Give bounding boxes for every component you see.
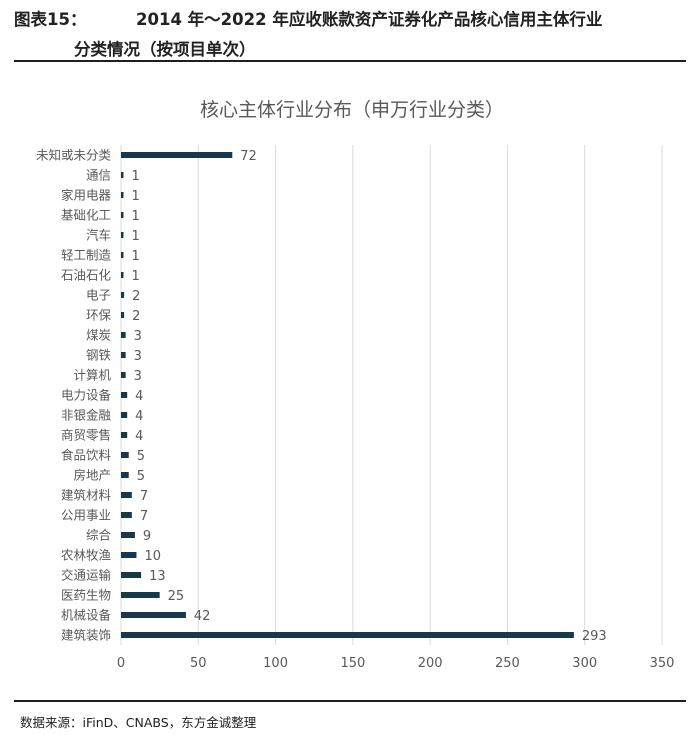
bar (121, 572, 142, 578)
bar (121, 512, 132, 518)
category-label: 非银金融 (61, 408, 112, 423)
category-label: 轻工制造 (61, 248, 112, 263)
bar (121, 592, 160, 598)
data-label: 1 (132, 169, 140, 184)
data-label: 4 (135, 409, 143, 424)
x-tick-label: 350 (650, 656, 675, 671)
category-label: 电子 (86, 288, 111, 303)
bar (121, 172, 124, 178)
bar (121, 532, 135, 538)
category-label: 未知或未分类 (36, 148, 112, 163)
data-label: 9 (143, 529, 151, 544)
bar (121, 252, 124, 258)
x-tick-label: 300 (572, 656, 597, 671)
bar (121, 432, 128, 438)
category-label: 建筑装饰 (61, 628, 111, 643)
bottom-rule (14, 700, 686, 702)
category-label: 机械设备 (61, 608, 112, 623)
data-label: 42 (194, 609, 211, 624)
top-rule (14, 60, 686, 62)
category-label: 建筑材料 (61, 488, 112, 503)
category-label: 商贸零售 (61, 428, 111, 443)
bar (121, 352, 126, 358)
bar (121, 312, 125, 318)
x-tick-labels: 0 50 100 150 200 250 300 350 (117, 656, 675, 671)
category-label: 通信 (86, 168, 111, 183)
category-label: 石油石化 (61, 268, 112, 283)
data-label: 293 (582, 629, 607, 644)
bar (121, 192, 124, 198)
category-label: 综合 (86, 528, 112, 543)
bar (121, 632, 574, 638)
data-label: 13 (149, 569, 166, 584)
bar (121, 472, 129, 478)
category-label: 公用事业 (61, 508, 111, 523)
category-label: 基础化工 (61, 208, 111, 223)
bar (121, 232, 124, 238)
bar (121, 452, 129, 458)
bar (121, 372, 126, 378)
x-tick-label: 150 (340, 656, 365, 671)
bar (121, 332, 126, 338)
data-label: 2 (132, 309, 140, 324)
data-label: 1 (132, 249, 140, 264)
category-label: 煤炭 (86, 328, 111, 343)
category-label: 食品饮料 (61, 448, 112, 463)
x-tick-label: 0 (117, 656, 125, 671)
bar (121, 392, 128, 398)
category-label: 农林牧渔 (61, 548, 111, 563)
category-label: 汽车 (86, 228, 111, 243)
category-label: 钢铁 (86, 348, 112, 363)
data-label: 25 (168, 589, 185, 604)
category-label: 计算机 (73, 368, 111, 383)
bars (121, 152, 574, 638)
bar-chart: 核心主体行业分布（申万行业分类） 未知或未分类通信家用电器基础化工汽车轻工制造石… (36, 99, 675, 671)
data-label: 5 (137, 469, 145, 484)
figure-number: 图表15： (14, 10, 87, 29)
data-label: 10 (144, 549, 161, 564)
category-labels: 未知或未分类通信家用电器基础化工汽车轻工制造石油石化电子环保煤炭钢铁计算机电力设… (36, 148, 112, 643)
data-label: 5 (137, 449, 145, 464)
bar (121, 552, 137, 558)
grid-lines (120, 145, 663, 645)
bar (121, 272, 124, 278)
category-label: 环保 (86, 308, 112, 323)
x-tick-label: 50 (190, 656, 207, 671)
category-label: 房地产 (73, 468, 111, 483)
data-label: 3 (134, 349, 142, 364)
data-label: 4 (135, 429, 143, 444)
category-label: 电力设备 (61, 388, 112, 403)
data-label: 1 (132, 189, 140, 204)
data-label: 3 (134, 329, 142, 344)
data-label: 72 (240, 149, 257, 164)
bar (121, 412, 128, 418)
category-label: 交通运输 (61, 568, 112, 583)
figure-title-line1: 2014 年～2022 年应收账款资产证券化产品核心信用主体行业 (136, 10, 603, 29)
data-label: 1 (132, 209, 140, 224)
bar (121, 212, 124, 218)
figure-title-line2: 分类情况（按项目单次） (74, 40, 256, 59)
bar (121, 612, 186, 618)
x-tick-label: 100 (263, 656, 288, 671)
data-label: 7 (140, 489, 148, 504)
data-label: 1 (132, 269, 140, 284)
category-label: 医药生物 (61, 588, 111, 603)
bar (121, 492, 132, 498)
category-label: 家用电器 (61, 188, 112, 203)
data-label: 4 (135, 389, 143, 404)
data-label: 7 (140, 509, 148, 524)
bar (121, 152, 233, 158)
x-tick-label: 200 (418, 656, 443, 671)
source-note: 数据来源：iFinD、CNABS，东方金诚整理 (20, 715, 257, 730)
x-tick-label: 250 (495, 656, 520, 671)
bar (121, 292, 125, 298)
chart-title: 核心主体行业分布（申万行业分类） (200, 99, 504, 121)
data-label: 2 (132, 289, 140, 304)
data-label: 3 (134, 369, 142, 384)
data-label: 1 (132, 229, 140, 244)
